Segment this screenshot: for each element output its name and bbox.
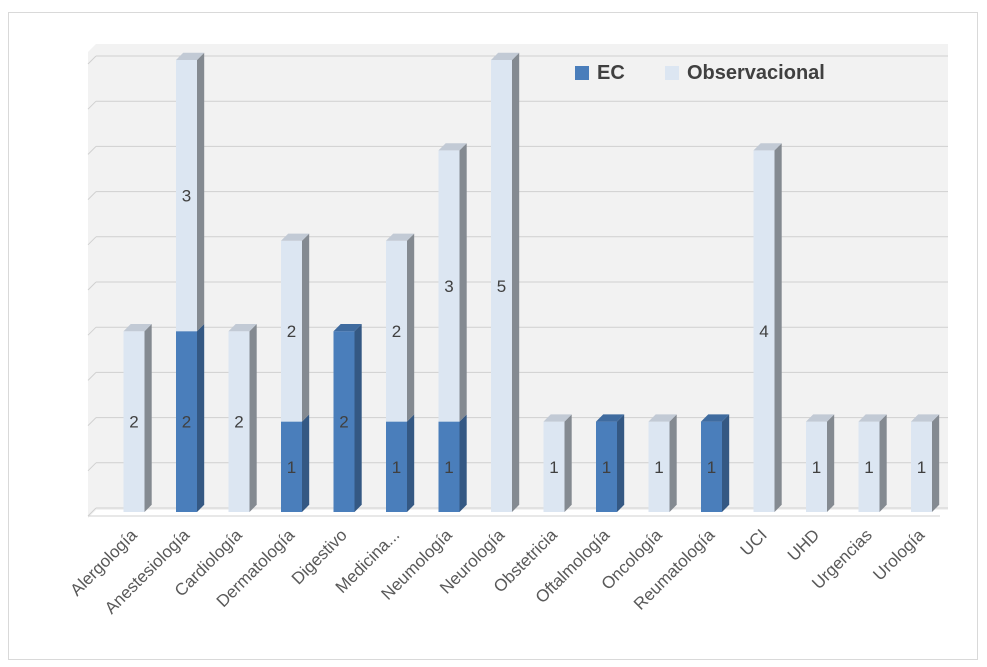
bar-side-observacional-10 [669,414,677,512]
data-label-observacional-10: 1 [654,458,663,477]
bar-observacional-14 [858,421,880,512]
category-label-13: UHD [784,525,823,564]
bar-top-observacional-0 [123,324,152,332]
legend-label-observacional: Observacional [687,62,825,84]
bar-ec-1 [176,331,197,512]
bar-top-observacional-7 [491,52,520,60]
gridline-depth [87,146,97,155]
bar-top-observacional-8 [543,414,572,422]
bar-observacional-12 [753,150,775,512]
bar-ec-4 [333,331,355,512]
gridline-depth [87,462,97,472]
data-label-ec-6: 1 [444,458,453,477]
bar-side-observacional-8 [564,414,572,512]
gridline-depth [87,372,97,381]
gridline-depth [87,55,97,65]
gridline-depth [87,417,97,426]
bar-side-observacional-2 [249,324,257,512]
bar-top-ec-4 [333,324,362,332]
bar-top-ec-11 [701,414,730,422]
bar-side-observacional-12 [774,143,782,512]
category-label-15: Urología [869,525,928,584]
bar-side-ec-11 [722,414,730,512]
data-label-observacional-6: 3 [444,277,453,296]
bar-top-observacional-3 [281,233,310,241]
bar-observacional-3 [281,240,302,422]
bar-ec-9 [596,421,617,512]
data-label-ec-5: 1 [392,458,401,477]
data-label-observacional-14: 1 [864,458,873,477]
bar-side-observacional-5 [407,233,415,422]
bar-observacional-10 [648,421,670,512]
bar-top-observacional-2 [228,324,257,332]
legend-label-ec: EC [597,62,625,84]
data-label-observacional-5: 2 [392,322,401,341]
legend-swatch-ec [575,66,589,80]
bar-side-observacional-7 [512,52,520,513]
bar-ec-11 [701,421,722,512]
bar-top-observacional-5 [386,233,415,241]
data-label-ec-1: 2 [182,413,191,432]
bar-observacional-0 [123,331,145,512]
bar-top-observacional-13 [806,414,835,422]
category-label-12: UCI [737,525,771,559]
bar-top-observacional-6 [438,143,467,151]
gridline-depth [87,507,97,517]
bar-top-observacional-12 [753,143,782,151]
data-label-observacional-12: 4 [759,322,768,341]
legend-swatch-observacional [665,66,679,80]
bar-top-observacional-10 [648,414,677,422]
bar-side-ec-3 [302,414,310,512]
bar-side-ec-1 [197,324,205,512]
data-label-observacional-0: 2 [129,413,138,432]
data-label-observacional-2: 2 [234,413,243,432]
data-label-observacional-8: 1 [549,458,558,477]
data-label-observacional-1: 3 [182,187,191,206]
bar-observacional-15 [911,421,932,512]
bar-top-observacional-15 [911,414,940,422]
data-label-ec-4: 2 [339,413,348,432]
bar-side-observacional-14 [879,414,887,512]
gridline-depth [87,100,97,110]
data-label-ec-9: 1 [602,458,611,477]
bar-observacional-7 [491,60,512,512]
bar-side-ec-5 [407,414,415,512]
bar-ec-5 [386,421,407,512]
bar-side-observacional-0 [144,324,152,512]
bar-ec-6 [438,421,460,512]
bar-ec-3 [281,421,302,512]
bar-top-ec-9 [596,414,625,422]
bar-side-observacional-1 [197,52,205,332]
bar-observacional-8 [543,421,565,512]
bar-observacional-1 [176,60,197,332]
gridline-depth [87,191,97,200]
data-label-ec-3: 1 [287,458,296,477]
bar-side-observacional-13 [827,414,835,512]
data-label-ec-11: 1 [707,458,716,477]
bar-observacional-5 [386,240,407,422]
bar-side-ec-9 [617,414,625,512]
data-label-observacional-15: 1 [917,458,926,477]
gridline-depth [87,281,97,291]
data-label-observacional-3: 2 [287,322,296,341]
bar-top-observacional-14 [858,414,887,422]
gridline-depth [87,236,97,246]
data-label-observacional-13: 1 [812,458,821,477]
bar-side-observacional-6 [459,143,467,422]
bar-side-observacional-3 [302,233,310,422]
bar-side-ec-4 [354,324,362,512]
bar-side-observacional-15 [932,414,940,512]
bar-observacional-2 [228,331,250,512]
bar-side-ec-6 [459,414,467,512]
bar-observacional-13 [806,421,827,512]
gridline-depth [87,326,97,336]
bar-top-observacional-1 [176,52,205,60]
bar-observacional-6 [438,150,460,422]
data-label-observacional-7: 5 [497,277,506,296]
